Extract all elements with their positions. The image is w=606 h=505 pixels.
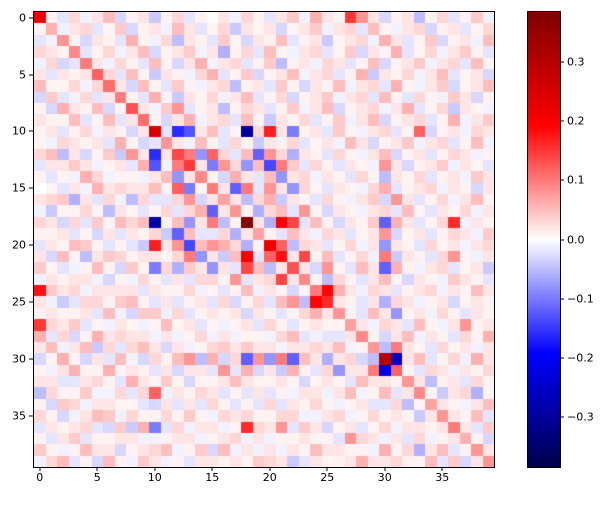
- x-tick-label: 15: [205, 471, 220, 484]
- colorbar-tick-label: −0.3: [567, 410, 594, 424]
- x-tick-label: 10: [147, 471, 162, 484]
- colorbar-tick-mark: [560, 61, 564, 63]
- colorbar-tick-mark: [560, 357, 564, 359]
- colorbar-tick-mark: [560, 120, 564, 122]
- x-tick-label: 0: [36, 471, 44, 484]
- x-tick-label: 5: [93, 471, 101, 484]
- colorbar: [527, 11, 561, 468]
- y-tick-label: 25: [12, 295, 26, 309]
- y-tick-label: 30: [12, 352, 26, 366]
- x-tick-mark: [326, 467, 328, 471]
- y-tick-label: 10: [12, 124, 26, 138]
- x-tick-mark: [269, 467, 271, 471]
- colorbar-tick-mark: [560, 298, 564, 300]
- y-tick-mark: [29, 358, 33, 360]
- x-tick-label: 25: [320, 471, 335, 484]
- y-tick-mark: [29, 74, 33, 76]
- x-tick-mark: [211, 467, 213, 471]
- y-tick-label: 0: [19, 11, 26, 25]
- x-tick-label: 20: [262, 471, 277, 484]
- x-tick-mark: [39, 467, 41, 471]
- x-tick-mark: [154, 467, 156, 471]
- colorbar-tick-label: 0.2: [567, 114, 585, 128]
- colorbar-tick-label: 0.0: [567, 233, 585, 246]
- y-tick-mark: [29, 301, 33, 303]
- colorbar-tick-mark: [560, 239, 564, 240]
- heatmap-plot-area: [33, 11, 495, 468]
- x-tick-label: 30: [377, 471, 392, 484]
- colorbar-tick-label: −0.1: [567, 292, 594, 306]
- x-tick-mark: [384, 467, 386, 471]
- y-tick-label: 5: [19, 68, 26, 82]
- y-tick-mark: [29, 244, 33, 246]
- y-tick-label: 35: [12, 409, 26, 423]
- x-tick-mark: [441, 467, 443, 471]
- colorbar-tick-label: 0.3: [567, 55, 585, 69]
- y-tick-mark: [29, 187, 33, 189]
- y-tick-mark: [29, 17, 33, 19]
- x-tick-label: 35: [435, 471, 450, 484]
- colorbar-tick-mark: [560, 416, 564, 418]
- colorbar-tick-label: 0.1: [567, 173, 585, 187]
- y-tick-mark: [29, 130, 33, 132]
- colorbar-tick-mark: [560, 179, 564, 181]
- heatmap-canvas: [34, 12, 494, 467]
- colorbar-canvas: [528, 12, 560, 467]
- x-tick-mark: [96, 467, 98, 471]
- y-tick-label: 20: [12, 238, 26, 252]
- y-tick-label: 15: [12, 181, 26, 195]
- colorbar-tick-label: −0.2: [567, 351, 594, 365]
- y-tick-mark: [29, 415, 33, 417]
